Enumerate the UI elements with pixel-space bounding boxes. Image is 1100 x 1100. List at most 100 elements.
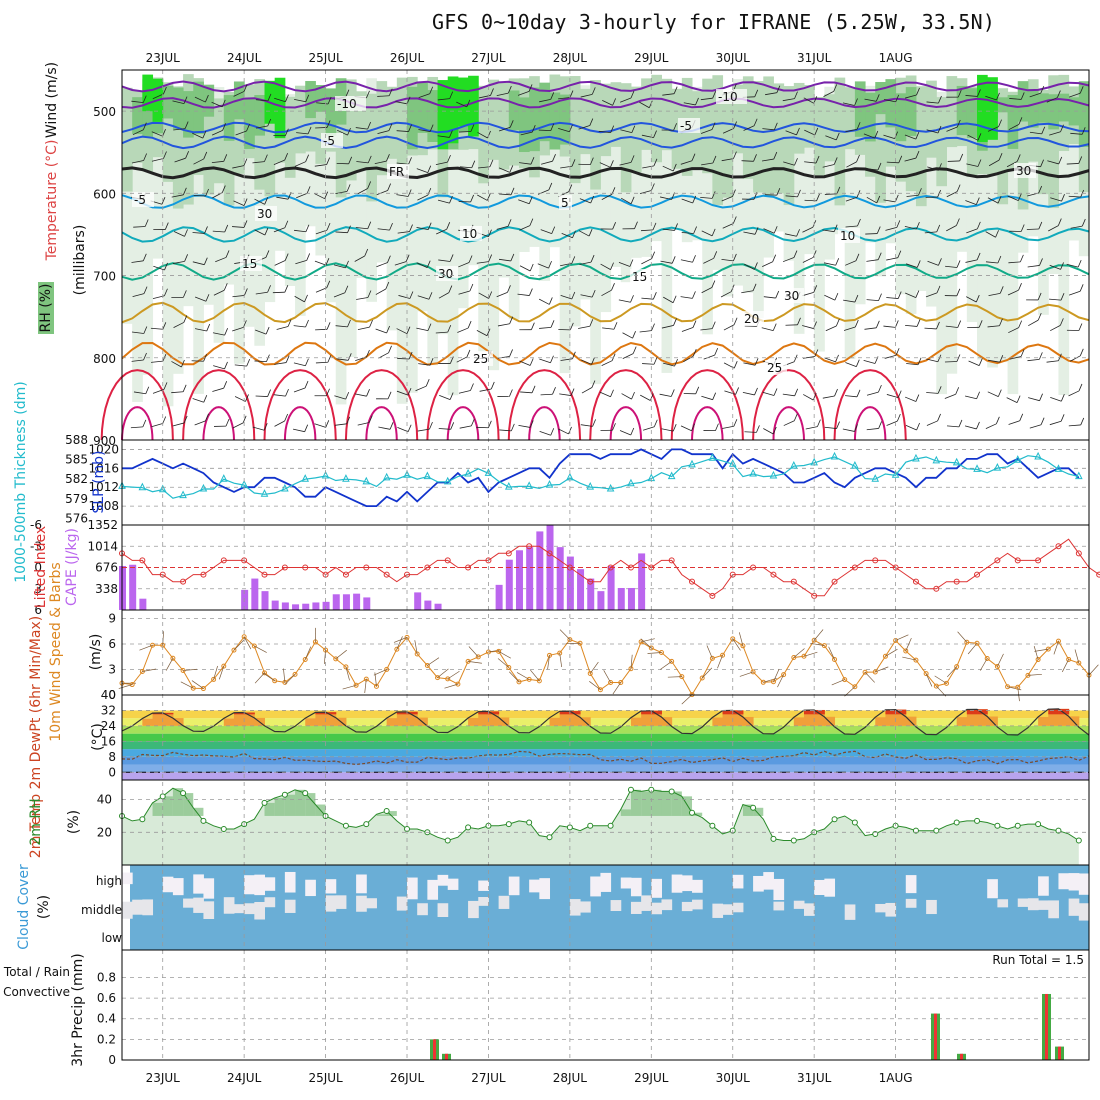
pressure-tick-label: 700 — [93, 270, 116, 284]
thickness-marker — [790, 461, 798, 469]
wind-barb — [552, 154, 556, 162]
wind-barb — [782, 98, 795, 102]
rh-band — [722, 92, 734, 198]
cloud-gap-high — [539, 878, 551, 900]
wind-barb — [397, 426, 409, 433]
wind-barb — [775, 290, 780, 299]
wind-barb — [915, 394, 920, 402]
pressure-axis-label: (millibars) — [72, 225, 88, 296]
wind-barb — [243, 84, 248, 92]
rh-band-high — [305, 81, 316, 119]
thickness-marker — [1013, 455, 1022, 463]
wind-barb — [192, 398, 204, 403]
rh-band-high — [1068, 97, 1080, 126]
wind-barb — [1058, 353, 1062, 361]
rh-band — [569, 76, 581, 184]
wind-barb — [510, 187, 515, 195]
wind-barb — [427, 222, 432, 230]
wind-barb — [673, 86, 678, 94]
contour-label: -10 — [337, 97, 357, 111]
wind-barb — [776, 85, 781, 93]
wind-barb — [987, 359, 1000, 363]
wind-barb — [273, 159, 285, 165]
wind-barb — [183, 415, 188, 424]
wind-barb — [139, 644, 153, 651]
wind-barb — [938, 95, 942, 104]
rh-band — [641, 78, 652, 150]
wind-barb — [591, 289, 596, 298]
date-label-bottom: 30JUL — [716, 1071, 751, 1085]
wind-barb — [284, 413, 289, 422]
cloud-gap-high — [203, 878, 215, 899]
wind-barb — [133, 226, 146, 228]
wind-barb — [802, 257, 814, 263]
rh-marker — [974, 817, 981, 824]
temp-warm-fill — [875, 717, 886, 726]
wind-barb — [255, 329, 267, 335]
wind-barb — [164, 262, 168, 271]
rh-band — [600, 93, 612, 313]
cloud-gap-high — [824, 878, 836, 897]
cloud-gap-middle — [132, 899, 143, 915]
wind-barb — [825, 325, 837, 332]
wind-barb — [1027, 265, 1040, 268]
wind-barb — [883, 199, 896, 203]
wind-barb — [151, 158, 164, 162]
temp-warm-fill — [956, 717, 968, 726]
wind-barb — [429, 358, 434, 366]
wind-barb — [592, 419, 596, 427]
contour-label: 15 — [242, 257, 257, 271]
wind-barb — [659, 196, 672, 200]
wind-speed-marker — [353, 682, 359, 688]
wind-barb — [905, 263, 918, 268]
rh-band-high — [956, 85, 968, 136]
wind-barb — [641, 297, 654, 300]
wind-barb — [680, 160, 693, 165]
cloud-gap-middle — [203, 901, 215, 919]
wind-barb — [976, 391, 980, 399]
wind-barb — [529, 420, 534, 428]
wind-barb — [252, 426, 265, 431]
isotherm-dome — [121, 406, 154, 441]
thickness-marker — [219, 474, 228, 482]
cloud-gap-high — [193, 874, 204, 894]
wind-barb — [307, 126, 312, 135]
thickness-marker — [321, 470, 330, 479]
temp-warm-fill — [233, 712, 245, 726]
rh-band — [223, 91, 235, 206]
rh-band — [926, 80, 937, 158]
rh-band-high — [1027, 89, 1039, 128]
wind-barb — [866, 391, 879, 396]
rh-band — [396, 77, 408, 165]
wind-barb — [254, 360, 267, 363]
wind-barb — [377, 95, 390, 97]
rh-band-high — [407, 86, 418, 150]
wind-barb — [945, 265, 958, 268]
wind-barb — [284, 674, 296, 685]
temp-warm-fill — [1048, 709, 1059, 726]
wind-barb — [681, 327, 694, 332]
wind-barb — [886, 257, 898, 261]
wind-barb — [1018, 320, 1023, 328]
rh-band-high — [427, 90, 439, 142]
wind-barb — [856, 154, 860, 163]
precip-convective-bar — [1058, 1046, 1061, 1060]
wind-barb — [579, 198, 591, 204]
wind-barb — [673, 123, 678, 131]
wind-barb — [589, 319, 594, 327]
temp-warm-fill — [712, 717, 724, 726]
contour-label: 10 — [462, 227, 477, 241]
rh-band — [142, 100, 154, 375]
wind-barb — [203, 395, 208, 403]
wind-barb — [174, 157, 186, 163]
wind-barb — [375, 328, 387, 334]
wind-barb — [559, 629, 571, 640]
wind-barb — [345, 89, 350, 97]
isotherm-dome — [772, 406, 805, 441]
rh-band — [712, 75, 724, 206]
wind-barb — [234, 364, 247, 367]
wind-barb — [1050, 324, 1061, 332]
rh-band — [132, 96, 143, 402]
thickness-marker — [749, 468, 757, 477]
wind-barb — [417, 295, 430, 300]
